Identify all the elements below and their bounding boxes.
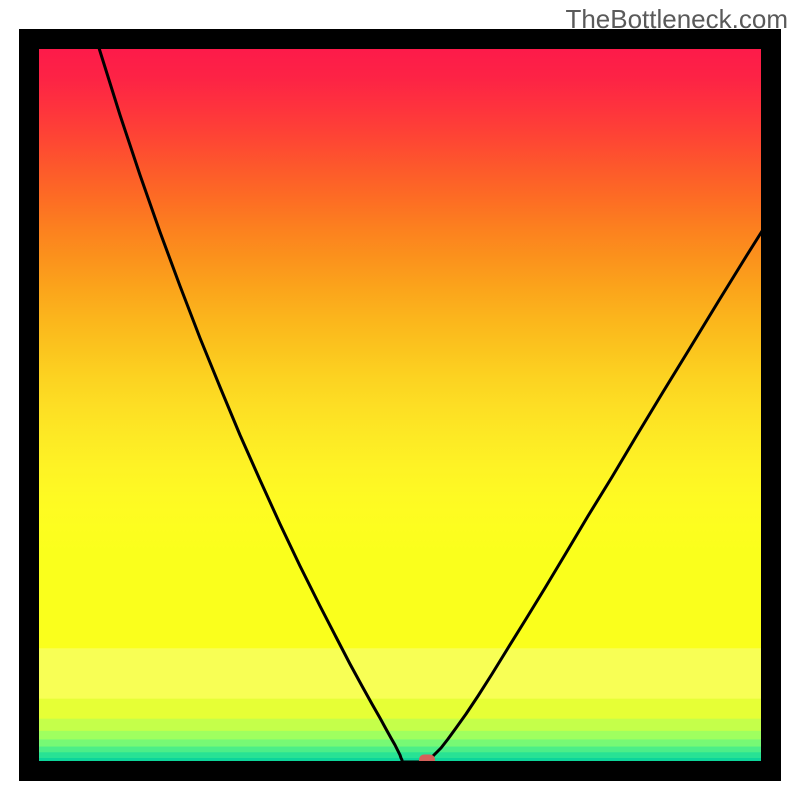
watermark-text: TheBottleneck.com (565, 4, 788, 35)
chart-container: TheBottleneck.com (0, 0, 800, 800)
bottleneck-chart (0, 0, 800, 800)
